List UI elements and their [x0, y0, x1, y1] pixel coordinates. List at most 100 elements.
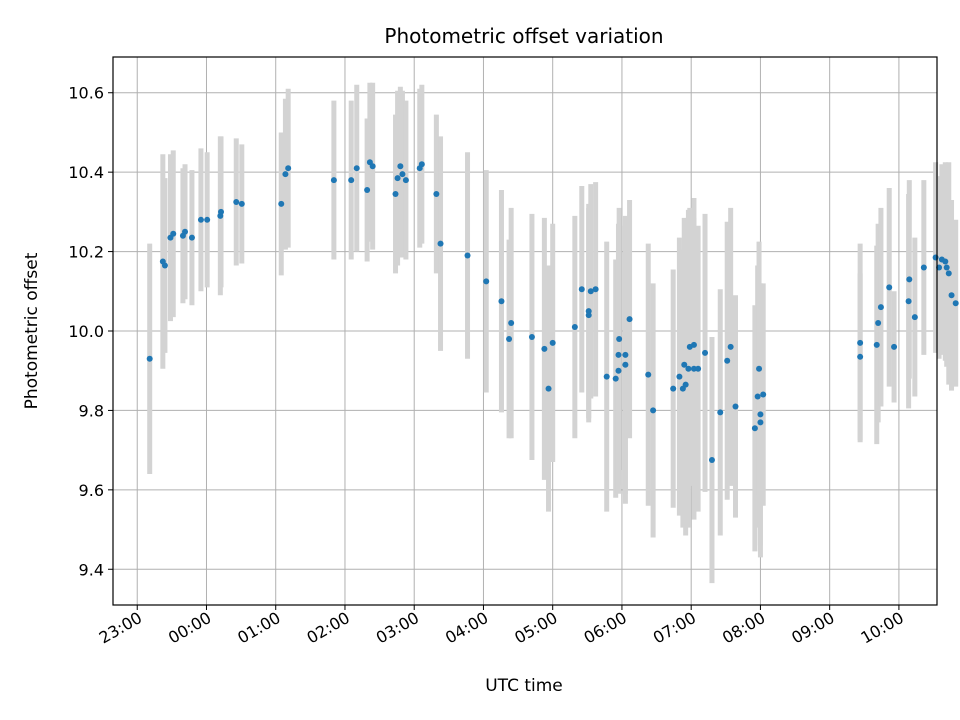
data-point: [626, 316, 633, 323]
data-point: [943, 264, 950, 271]
data-point: [645, 371, 652, 378]
data-point: [402, 177, 409, 184]
data-point: [891, 343, 898, 350]
data-point: [506, 335, 513, 342]
data-point: [483, 278, 490, 285]
data-point: [549, 339, 556, 346]
data-point: [278, 200, 285, 207]
plot-frame: [112, 56, 938, 606]
data-point: [911, 314, 918, 321]
x-tick-label: 04:00: [442, 608, 491, 648]
data-point: [188, 234, 195, 241]
data-point: [418, 161, 425, 168]
data-point: [615, 367, 622, 374]
data-point: [670, 385, 677, 392]
data-point: [932, 254, 939, 261]
data-point: [204, 216, 211, 223]
data-point: [732, 403, 739, 410]
data-point: [182, 228, 189, 235]
data-point: [541, 345, 548, 352]
data-points: [146, 159, 959, 464]
data-point: [615, 351, 622, 358]
data-point: [330, 177, 337, 184]
data-point: [952, 300, 959, 307]
x-tick-label: 10:00: [857, 608, 906, 648]
data-point: [690, 341, 697, 348]
x-axis: 23:00 00:00 01:00 02:00 03:00 04:00 05:00 06:00…: [96, 605, 907, 648]
data-point: [945, 270, 952, 277]
y-tick-label: 9.6: [79, 481, 104, 500]
data-point: [399, 171, 406, 178]
grid: [113, 57, 937, 605]
y-tick-label: 9.4: [79, 560, 104, 579]
y-axis: 9.4 9.6 9.8 10.0 10.2 10.4 10.6: [68, 84, 113, 579]
data-point: [873, 341, 880, 348]
data-point: [585, 312, 592, 319]
data-point: [708, 457, 715, 464]
data-point: [751, 425, 758, 432]
chart-title: Photometric offset variation: [384, 24, 663, 48]
data-point: [650, 407, 657, 414]
data-point: [702, 349, 709, 356]
data-point: [528, 333, 535, 340]
data-point: [545, 385, 552, 392]
y-tick-label: 9.8: [79, 401, 104, 420]
y-tick-label: 10.2: [68, 243, 104, 262]
data-point: [682, 381, 689, 388]
y-tick-label: 10.4: [68, 163, 104, 182]
data-point: [717, 409, 724, 416]
x-tick-label: 23:00: [96, 608, 145, 648]
data-point: [685, 365, 692, 372]
data-point: [233, 198, 240, 205]
data-point: [948, 292, 955, 299]
x-tick-label: 03:00: [373, 608, 422, 648]
data-point: [437, 240, 444, 247]
data-point: [920, 264, 927, 271]
data-point: [757, 419, 764, 426]
data-point: [875, 320, 882, 327]
data-point: [348, 177, 355, 184]
data-point: [754, 393, 761, 400]
data-point: [394, 175, 401, 182]
data-point: [942, 258, 949, 265]
x-tick-label: 00:00: [165, 608, 214, 648]
data-point: [161, 262, 168, 269]
data-point: [616, 335, 623, 342]
data-point: [724, 357, 731, 364]
data-point: [622, 361, 629, 368]
data-point: [857, 339, 864, 346]
data-point: [877, 304, 884, 311]
data-point: [603, 373, 610, 380]
data-point: [285, 165, 292, 172]
data-point: [681, 361, 688, 368]
data-point: [238, 200, 245, 207]
y-tick-label: 10.0: [68, 322, 104, 341]
data-point: [218, 208, 225, 215]
data-point: [727, 343, 734, 350]
error-bars: [147, 82, 959, 584]
data-point: [578, 286, 585, 293]
data-point: [464, 252, 471, 259]
data-point: [905, 298, 912, 305]
y-axis-label: Photometric offset: [22, 252, 42, 409]
data-point: [622, 351, 629, 358]
data-point: [392, 191, 399, 197]
data-point: [760, 391, 767, 398]
data-point: [353, 165, 360, 172]
data-point: [587, 288, 594, 295]
x-tick-label: 01:00: [234, 608, 283, 648]
data-point: [364, 187, 371, 194]
data-point: [757, 411, 764, 418]
x-axis-label: UTC time: [485, 676, 563, 696]
data-point: [571, 324, 578, 331]
data-point: [282, 171, 289, 178]
data-point: [756, 365, 763, 372]
data-point: [369, 163, 376, 170]
data-point: [676, 373, 683, 380]
data-point: [886, 284, 893, 291]
data-point: [433, 191, 440, 197]
x-tick-label: 05:00: [511, 608, 560, 648]
data-point: [612, 375, 619, 382]
data-point: [170, 230, 177, 237]
data-point: [695, 365, 702, 372]
